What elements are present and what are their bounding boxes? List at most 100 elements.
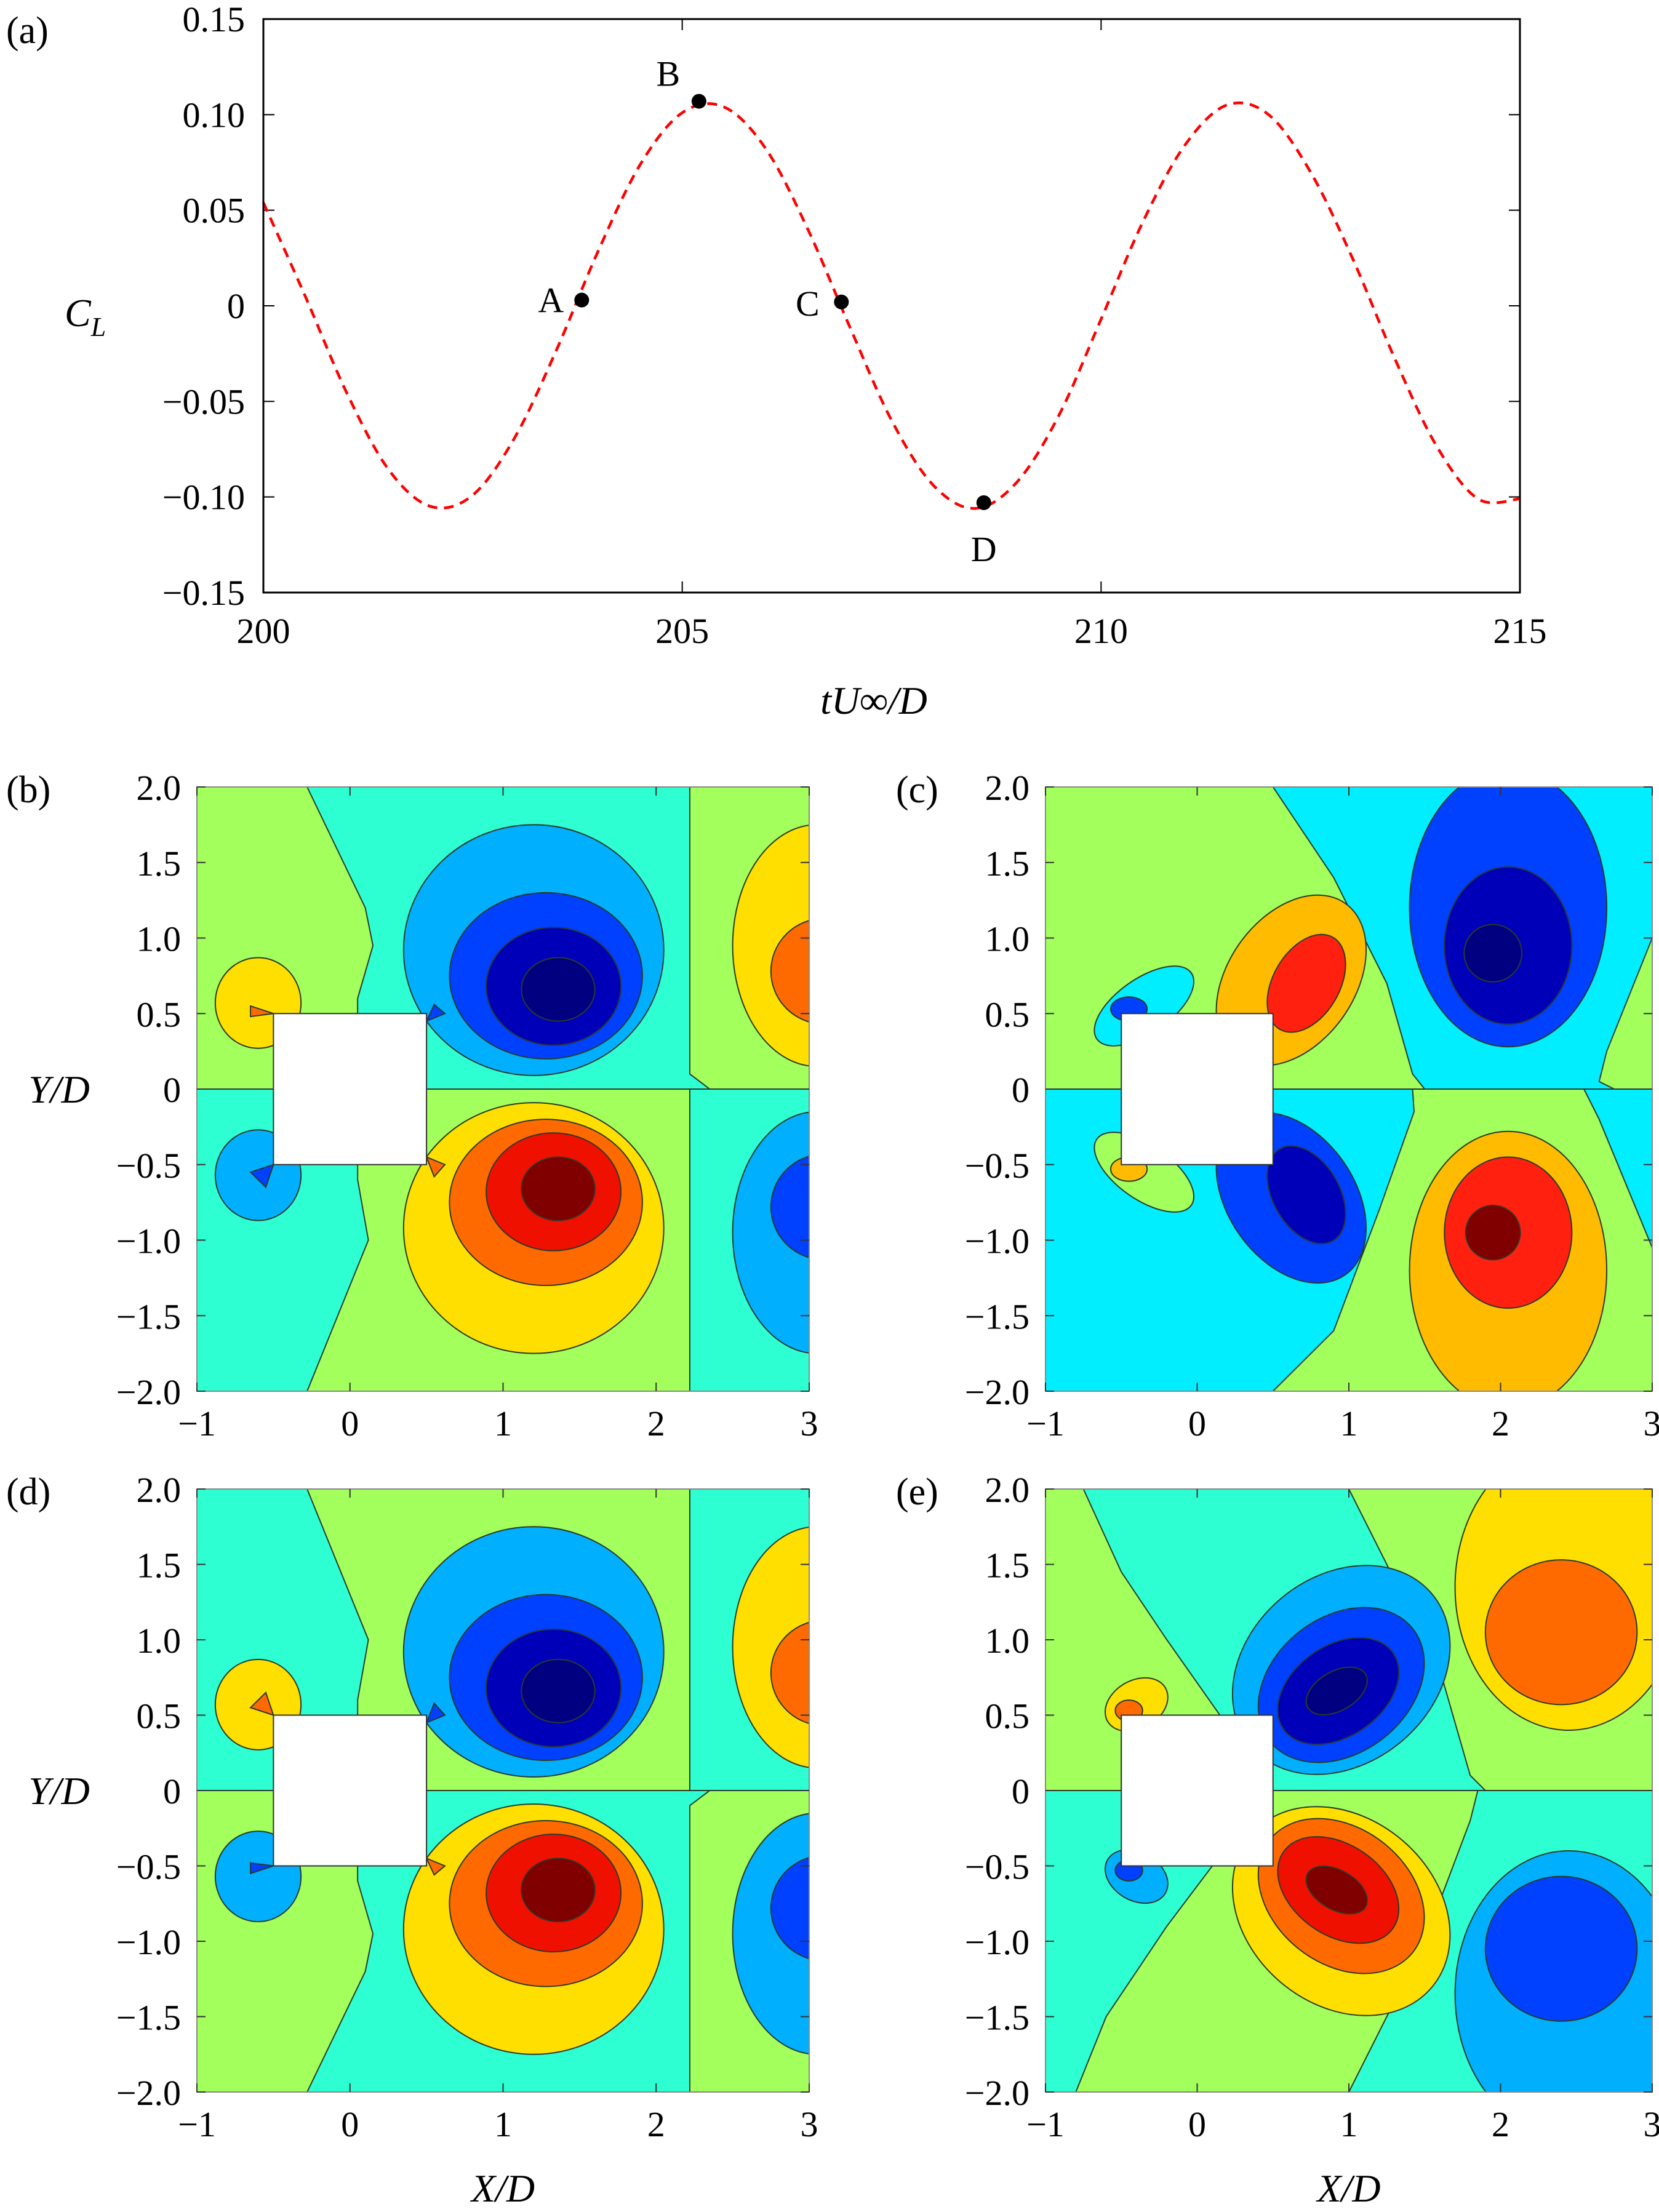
contour-level <box>1305 1666 1368 1715</box>
y-tick-label: −0.5 <box>965 1847 1029 1887</box>
y-tick-label: −1.0 <box>965 1221 1029 1261</box>
contour-level <box>1484 1875 1638 2022</box>
contour-region <box>249 1691 274 1717</box>
marker-point-B <box>691 94 706 109</box>
x-tick-label: 1 <box>494 2104 512 2144</box>
contour-level <box>521 1156 596 1221</box>
y-tick-label: −0.10 <box>162 477 245 517</box>
y-tick-label: 0.5 <box>985 994 1030 1034</box>
y-tick-label: −1.0 <box>965 1922 1029 1962</box>
x-tick-label: 0 <box>341 2104 359 2144</box>
y-axis-label: Y/D <box>28 1769 90 1813</box>
y-tick-label: −1.0 <box>116 1221 181 1261</box>
contour-level <box>770 920 809 1023</box>
panel-label-c: (c) <box>896 769 938 811</box>
contour-level <box>770 1621 809 1725</box>
panel-label-d: (d) <box>6 1471 50 1513</box>
y-tick-label: −1.5 <box>965 1998 1029 2038</box>
marker-point-A <box>574 292 590 308</box>
plot-frame <box>262 18 1521 594</box>
contour-level <box>732 1527 809 1768</box>
y-tick-label: 1.0 <box>137 919 182 959</box>
y-tick-label: 1.0 <box>985 919 1030 959</box>
y-axis-label: Y/D <box>28 1068 90 1111</box>
panel-label-b: (b) <box>6 769 50 811</box>
contour-region <box>425 1003 446 1023</box>
contour-panel-d: 2.0 1.5 1.0 0.5 0 −0.5 −1.0 −1.5 −2.0−1 0 1 2 3 (d) Y/… <box>6 1470 818 2210</box>
contour-field <box>1045 1489 1652 2092</box>
x-tick-label: 0 <box>341 1403 359 1443</box>
point-label-C: C <box>796 284 820 324</box>
point-label-A: A <box>538 281 564 321</box>
y-tick-label: 2.0 <box>985 1470 1030 1510</box>
y-tick-label: 0 <box>227 286 245 326</box>
contour-panel-c: 2.0 1.5 1.0 0.5 0 −0.5 −1.0 −1.5 −2.0−1 0 1 2 3 (c) <box>896 768 1659 1443</box>
y-tick-label: 2.0 <box>985 768 1030 808</box>
contour-level <box>521 1658 596 1723</box>
contour-field <box>197 1489 809 2092</box>
contour-region <box>425 1702 446 1724</box>
square-cylinder <box>273 1714 428 1867</box>
y-tick-label: 1.0 <box>137 1621 182 1661</box>
y-tick-label: −2.0 <box>965 1372 1029 1412</box>
marker-point-C <box>834 294 849 309</box>
y-tick-label: −0.5 <box>116 1146 181 1186</box>
y-tick-label: −2.0 <box>116 2073 181 2113</box>
contour-level <box>732 1111 809 1354</box>
x-tick-label: 3 <box>1644 2104 1659 2144</box>
x-axis-label: tU∞/D <box>820 679 927 722</box>
contour-level <box>1484 1559 1638 1706</box>
y-tick-label: 0.05 <box>183 191 246 231</box>
contour-level <box>770 1856 809 1960</box>
y-tick-label: 0 <box>1012 1070 1029 1110</box>
contour-region <box>425 1156 446 1178</box>
y-tick-label: 2.0 <box>137 768 182 808</box>
x-tick-label: 2 <box>1492 2104 1509 2144</box>
point-label-B: B <box>657 54 681 94</box>
x-tick-label: 3 <box>801 1403 818 1443</box>
contour-level <box>1305 1866 1368 1915</box>
x-tick-label: 1 <box>494 1403 512 1443</box>
y-tick-label: 1.5 <box>985 844 1030 884</box>
y-tick-label: 0 <box>1012 1771 1029 1811</box>
contour-region <box>250 1862 274 1875</box>
contour-panel-b: 2.0 1.5 1.0 0.5 0 −0.5 −1.0 −1.5 −2.0−1 0 1 2 3 (b) Y/… <box>6 768 818 1443</box>
contour-region <box>250 1005 274 1018</box>
square-cylinder <box>1121 1013 1274 1165</box>
contour-region <box>249 1164 274 1189</box>
x-axis-label: X/D <box>1315 2166 1380 2210</box>
contour-level <box>1463 924 1523 983</box>
y-tick-label: −0.15 <box>162 573 245 613</box>
y-tick-label: 0.5 <box>985 1696 1030 1736</box>
point-label-D: D <box>971 529 997 569</box>
x-tick-label: 3 <box>801 2104 818 2144</box>
y-tick-label: −1.5 <box>116 1296 181 1336</box>
x-tick-label: 2 <box>1492 1403 1509 1443</box>
contour-panel-e: 2.0 1.5 1.0 0.5 0 −0.5 −1.0 −1.5 −2.0−1 0 1 2 3 (e) X/… <box>896 1470 1659 2210</box>
contour-field <box>197 787 809 1391</box>
y-tick-label: 0.5 <box>137 1696 182 1736</box>
y-tick-label: 0.15 <box>183 0 246 39</box>
x-tick-label: 215 <box>1493 611 1547 651</box>
y-tick-label: 1.5 <box>985 1546 1030 1586</box>
contour-level <box>732 825 809 1067</box>
cl-series-line <box>262 101 1521 510</box>
x-tick-label: −1 <box>1026 1403 1065 1443</box>
y-tick-label: −1.5 <box>116 1998 181 2038</box>
x-tick-label: 210 <box>1074 611 1128 651</box>
y-tick-label: 0 <box>163 1070 181 1110</box>
contour-level <box>770 1156 809 1258</box>
y-tick-label: −2.0 <box>965 2073 1029 2113</box>
x-tick-label: 0 <box>1188 2104 1206 2144</box>
x-tick-label: −1 <box>1026 2104 1065 2144</box>
contour-level <box>1266 1145 1346 1245</box>
y-tick-label: −0.5 <box>116 1847 181 1887</box>
panel-label-e: (e) <box>896 1471 938 1513</box>
y-tick-label: −1.5 <box>965 1296 1029 1336</box>
y-tick-label: 0.5 <box>137 994 182 1034</box>
contour-level <box>732 1813 809 2054</box>
square-cylinder <box>1121 1714 1274 1867</box>
contour-level <box>521 957 596 1022</box>
x-tick-label: 200 <box>237 611 290 651</box>
